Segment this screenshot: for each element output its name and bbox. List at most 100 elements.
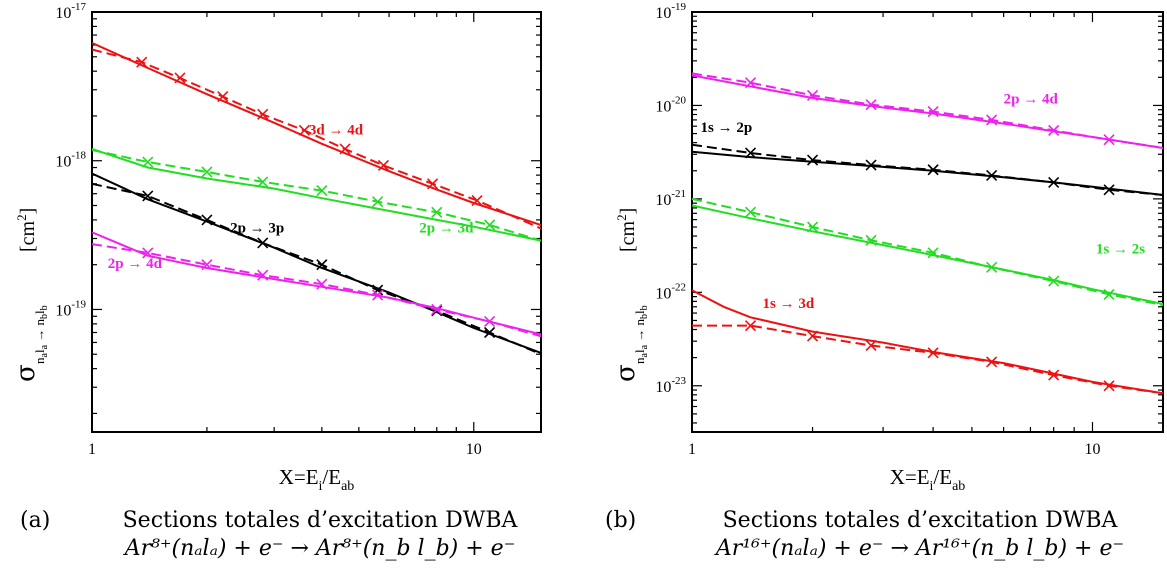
y-tick-exp: -19 (671, 1, 686, 13)
y-axis-ticks (692, 11, 1163, 424)
x-axis-label: X=Ei/Eab (890, 465, 966, 494)
data-point-marker (316, 259, 328, 271)
series-line-red-dashed (692, 324, 1163, 395)
x-tick-label: 1 (88, 441, 96, 458)
y-tick-exp: -18 (71, 150, 86, 162)
series-line-magenta-dashed (692, 72, 1163, 149)
series-annotation: 1s → 2p (700, 120, 752, 136)
plot-frame (91, 11, 542, 433)
y-tick-label: 10-20 (655, 94, 686, 115)
series-line-black-solid (92, 172, 541, 354)
data-point-marker (986, 261, 998, 273)
data-point-marker (298, 124, 310, 136)
series-annotation: 3d → 4d (309, 123, 364, 139)
data-point-marker (927, 247, 939, 259)
y-unit-sup: 2 (14, 214, 29, 221)
series-annotation: 2p → 3p (230, 220, 284, 236)
y-tick-base: 10 (55, 5, 71, 22)
y-tick-base: 10 (655, 285, 671, 302)
data-point-marker (316, 278, 328, 290)
data-point-marker (865, 159, 877, 171)
x-label-sub: ab (341, 479, 354, 494)
y-unit-part: [cm (17, 220, 39, 252)
data-point-marker (927, 347, 939, 359)
x-axis-ticks (691, 12, 1094, 432)
data-point-marker (174, 72, 186, 84)
data-point-marker (865, 339, 877, 352)
data-point-marker (1103, 288, 1115, 300)
data-point-marker (217, 91, 229, 103)
y-tick-label: 10-22 (655, 281, 686, 302)
y-tick-label: 10-17 (55, 1, 86, 22)
y-sub-a: a (639, 344, 650, 349)
series-group (92, 41, 541, 356)
data-point-marker (142, 190, 154, 202)
data-point-marker (806, 89, 819, 101)
y-sub-a: a (639, 353, 650, 358)
y-sub-arrow: → n (632, 318, 647, 345)
y-tick-base: 10 (655, 379, 671, 396)
x-label-sub: ab (952, 479, 965, 494)
y-label-subscript: nala → nblb (32, 305, 50, 364)
data-point-marker (744, 206, 757, 218)
data-point-marker (372, 289, 384, 301)
y-sub-l: l (32, 310, 47, 314)
x-tick-label: 1 (688, 441, 696, 458)
y-tick-base: 10 (655, 5, 671, 22)
data-point-marker (927, 105, 939, 118)
y-sub-n: n (632, 357, 647, 364)
data-point-marker (136, 56, 148, 68)
series-annotation: 2p → 3d (419, 220, 474, 236)
data-point-marker (257, 108, 269, 120)
data-point-marker (744, 320, 757, 332)
x-tick-label: 10 (1084, 441, 1100, 458)
y-sub-l: l (632, 349, 647, 353)
y-unit-part: ] (617, 208, 639, 215)
y-sub-b: b (639, 314, 650, 319)
x-axis-ticks (91, 12, 475, 432)
data-point-marker (377, 159, 390, 171)
plot-frame (691, 11, 1164, 433)
y-label-subscript: nala → nblb (632, 305, 650, 364)
series-line-red-solid (692, 289, 1163, 395)
series-line-black-solid (692, 150, 1163, 196)
y-tick-label: 10-18 (55, 150, 86, 171)
y-tick-exp: -21 (671, 188, 686, 200)
data-point-marker (1103, 134, 1115, 146)
data-point-marker (484, 326, 496, 339)
data-point-marker (1048, 124, 1060, 137)
data-point-marker (316, 185, 328, 197)
caption-title-b: Sections totales d’excitation DWBA (722, 508, 1118, 533)
data-point-marker (744, 147, 757, 159)
caption-letter-a: (a) (20, 508, 51, 533)
x-axis-label: X=Ei/Eab (279, 465, 355, 494)
y-tick-label: 10-23 (655, 375, 686, 396)
data-point-marker (201, 214, 213, 226)
data-point-marker (1048, 369, 1060, 381)
y-tick-base: 10 (55, 154, 71, 171)
series-group (692, 72, 1163, 395)
y-label-sigma: σ (11, 364, 41, 382)
y-sub-b: b (39, 305, 50, 310)
data-point-marker (484, 219, 496, 231)
y-sub-l: l (32, 349, 47, 353)
data-point-marker (806, 221, 819, 233)
y-tick-exp: -17 (71, 1, 86, 13)
data-point-marker (427, 178, 439, 190)
data-point-marker (431, 206, 443, 218)
data-point-marker (986, 356, 998, 368)
y-sub-a: a (39, 353, 50, 358)
x-label-part: /E (933, 465, 952, 489)
data-point-marker (142, 247, 154, 259)
data-point-marker (1103, 184, 1115, 196)
y-sub-a: a (39, 344, 50, 349)
x-label-sub: i (930, 479, 934, 494)
y-tick-exp: -23 (671, 375, 686, 387)
x-label-part: X=E (890, 465, 930, 489)
y-tick-base: 10 (55, 302, 71, 319)
y-tick-exp: -20 (671, 94, 686, 106)
caption-title-a: Sections totales d’excitation DWBA (122, 508, 518, 533)
